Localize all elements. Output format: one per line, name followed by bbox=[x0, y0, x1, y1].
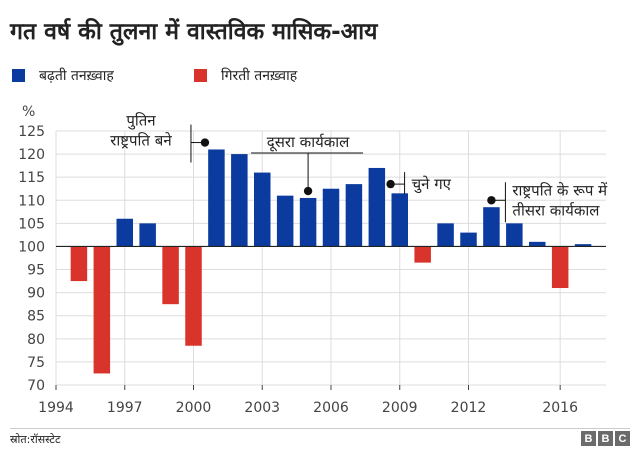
annotation-label: राष्ट्रपति के रूप में bbox=[512, 181, 608, 199]
y-tick-label: 100 bbox=[18, 239, 45, 255]
x-tick-label: 2012 bbox=[451, 400, 487, 416]
x-tick-label: 2003 bbox=[244, 400, 280, 416]
annotation-label: दूसरा कार्यकाल bbox=[267, 133, 350, 152]
chart-title: गत वर्ष की तुलना में वास्तविक मासिक-आय bbox=[10, 19, 378, 45]
bar bbox=[185, 246, 202, 346]
bar bbox=[529, 241, 546, 247]
y-tick-label: 80 bbox=[27, 332, 45, 348]
x-tick-label: 2009 bbox=[382, 400, 418, 416]
bar bbox=[254, 172, 271, 247]
annotation-label: तीसरा कार्यकाल bbox=[512, 201, 600, 219]
bar bbox=[460, 232, 477, 247]
bbc-logo-letter: B bbox=[581, 431, 596, 446]
bar bbox=[93, 246, 111, 374]
bar bbox=[139, 223, 156, 247]
bar bbox=[345, 184, 363, 247]
bar bbox=[276, 195, 294, 247]
annotation-label: चुने गए bbox=[412, 175, 452, 194]
bar bbox=[116, 218, 133, 247]
legend-item-falling: गिरती तनख़्वाह bbox=[194, 66, 297, 85]
legend-label-rising: बढ़ती तनख़्वाह bbox=[39, 68, 114, 84]
bar bbox=[162, 246, 179, 305]
source-note: स्रोत:रॉसस्टेट bbox=[10, 433, 61, 446]
bar bbox=[483, 207, 500, 247]
bar bbox=[574, 244, 592, 247]
bar bbox=[506, 223, 523, 247]
x-tick-label: 1994 bbox=[38, 400, 74, 416]
bar bbox=[414, 246, 431, 263]
legend-swatch-falling bbox=[194, 69, 207, 82]
y-tick-label: 75 bbox=[27, 355, 45, 371]
x-tick-label: 2006 bbox=[313, 400, 349, 416]
annotation-marker bbox=[487, 196, 496, 205]
bar bbox=[368, 167, 386, 247]
annotation-label: राष्ट्रपति बने bbox=[110, 132, 172, 150]
y-axis-unit-label: % bbox=[22, 104, 35, 120]
bar bbox=[231, 154, 248, 247]
x-tick-label: 2000 bbox=[176, 400, 212, 416]
bbc-logo: B B C bbox=[581, 431, 630, 446]
bar bbox=[299, 197, 317, 247]
y-tick-label: 70 bbox=[27, 378, 45, 394]
bar bbox=[208, 149, 225, 247]
x-tick-label: 2016 bbox=[542, 400, 578, 416]
annotation-label: पुतिन bbox=[126, 112, 156, 131]
legend-item-rising: बढ़ती तनख़्वाह bbox=[12, 66, 114, 85]
bbc-logo-letter: C bbox=[615, 431, 630, 446]
y-tick-label: 105 bbox=[18, 216, 45, 232]
legend-swatch-rising bbox=[12, 69, 25, 82]
annotation-marker bbox=[386, 179, 395, 189]
footer-divider bbox=[10, 428, 630, 429]
y-tick-label: 85 bbox=[27, 309, 45, 325]
y-tick-label: 125 bbox=[18, 124, 45, 140]
y-tick-label: 120 bbox=[18, 147, 45, 163]
bar bbox=[391, 193, 408, 247]
y-tick-label: 110 bbox=[18, 193, 45, 209]
y-tick-label: 115 bbox=[18, 170, 45, 186]
bar bbox=[322, 188, 340, 247]
y-tick-label: 90 bbox=[27, 286, 45, 302]
bar bbox=[551, 246, 569, 289]
bar bbox=[70, 246, 88, 282]
bar bbox=[437, 223, 454, 247]
legend-label-falling: गिरती तनख़्वाह bbox=[221, 68, 298, 84]
y-tick-label: 95 bbox=[27, 263, 45, 279]
x-tick-label: 1997 bbox=[107, 400, 143, 416]
bbc-logo-letter: B bbox=[598, 431, 613, 446]
